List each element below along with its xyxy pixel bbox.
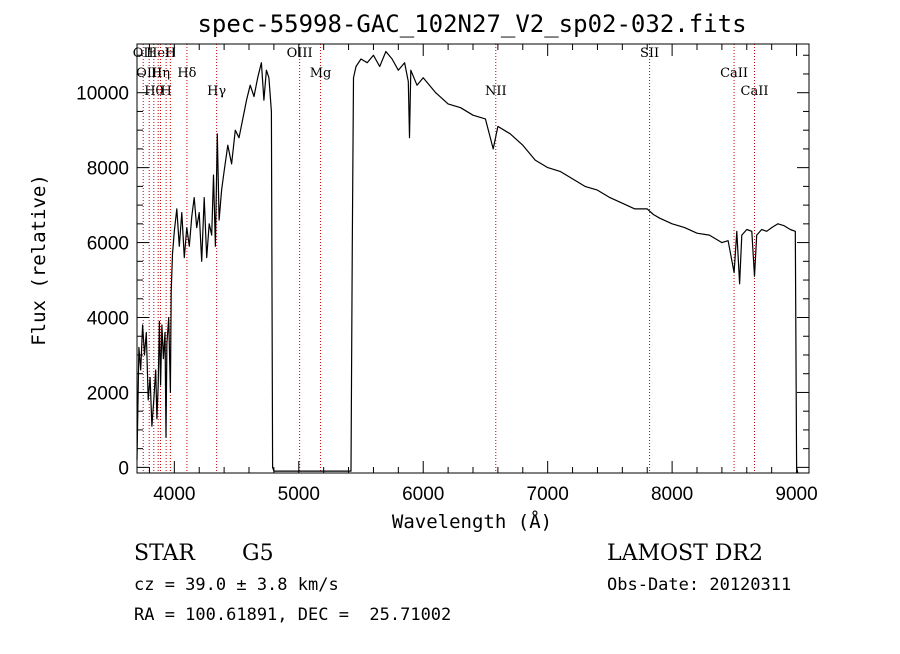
x-tick-label: 7000 [527, 484, 569, 505]
spectral-line-label: CaII [720, 66, 748, 81]
y-tick-label: 4000 [87, 309, 129, 330]
spectral-line-label: OII [133, 46, 154, 61]
plot-frame [136, 43, 810, 474]
x-tick-label: 6000 [402, 484, 444, 505]
x-tick-label: 4000 [153, 484, 195, 505]
x-tick-label: 5000 [278, 484, 320, 505]
sky-coordinates: RA = 100.61891, DEC = 25.71002 [134, 605, 451, 625]
y-tick-label: 0 [118, 458, 129, 479]
object-type: STAR [134, 541, 196, 566]
y-tick-label: 2000 [87, 383, 129, 404]
spectral-line-label: HeI [146, 46, 170, 61]
chart-title: spec-55998-GAC_102N27_V2_sp02-032.fits [197, 10, 746, 38]
survey-name: LAMOST DR2 [607, 541, 763, 566]
redshift-velocity: cz = 39.0 ± 3.8 km/s [134, 575, 339, 595]
x-tick-label: 9000 [775, 484, 817, 505]
y-tick-label: 10000 [76, 84, 129, 105]
spectral-subclass: G5 [242, 541, 274, 566]
spectrum-series-line [136, 50, 799, 474]
spectral-line-label: OIII [287, 46, 313, 61]
info-panel: STAR G5 LAMOST DR2 cz = 39.0 ± 3.8 km/s … [134, 541, 791, 625]
spectral-line-label: H [165, 46, 176, 61]
observation-date: Obs-Date: 20120311 [607, 575, 791, 595]
spectral-line-label: Hδ [177, 66, 196, 81]
spectral-line-label: NII [485, 84, 507, 99]
y-tick-label: 8000 [87, 159, 129, 180]
x-tick-label: 8000 [651, 484, 693, 505]
spectral-line-label: H [160, 84, 171, 99]
spectral-line-label: CaII [741, 84, 769, 99]
tick-layer: 4000 5000 6000 7000 8000 9000 0 2000 4000 6000 800… [76, 44, 818, 505]
y-tick-label: 6000 [87, 234, 129, 255]
spectral-line-label: Hγ [207, 84, 226, 99]
spectral-line-label: Hθ [144, 84, 163, 99]
spectral-line-label: Mg [310, 66, 332, 81]
y-axis-label: Flux (relative) [28, 174, 50, 346]
spectral-line-label: Hη [151, 66, 170, 81]
x-axis-label: Wavelength (Å) [392, 510, 552, 533]
series-layer [136, 50, 799, 474]
spectral-line-label: SII [640, 46, 659, 61]
spectral-line-label: OIII [136, 66, 162, 81]
